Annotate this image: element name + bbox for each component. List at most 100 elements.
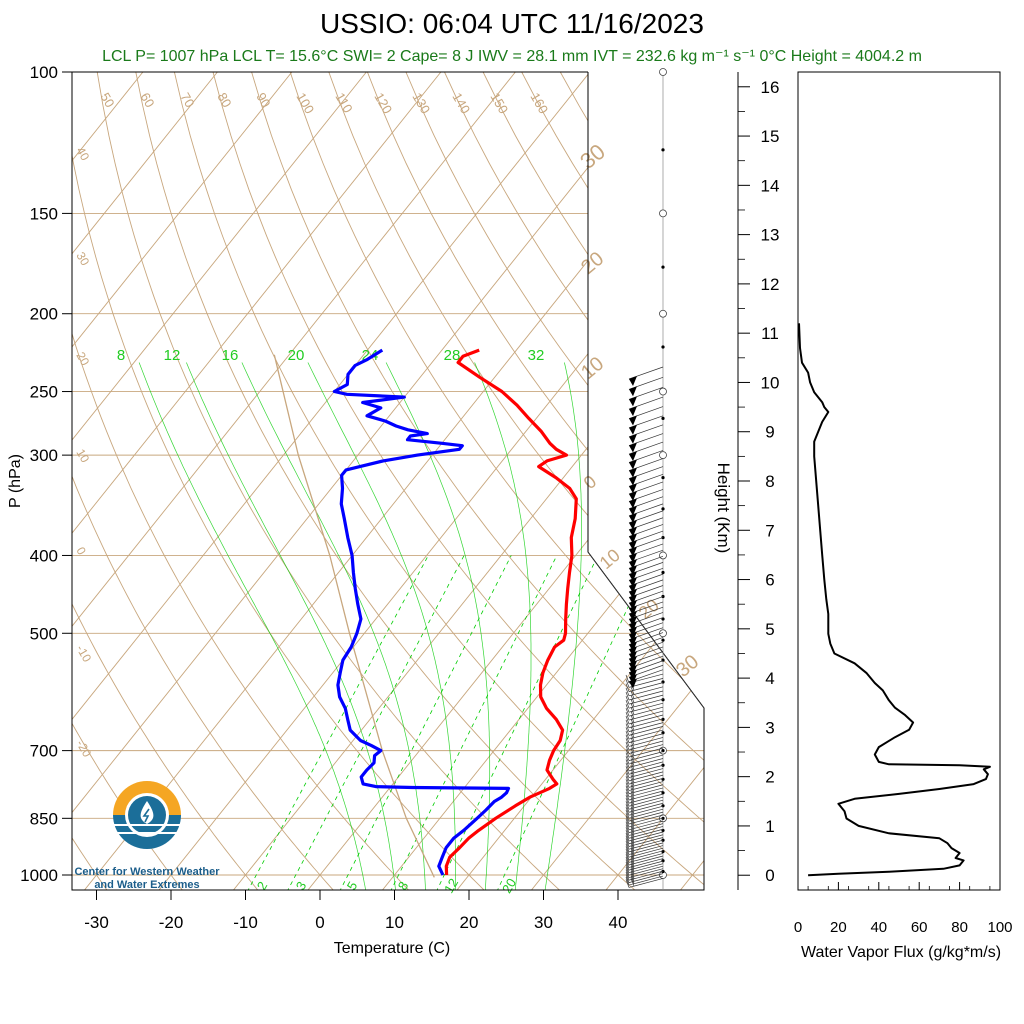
wind-barb-flag: [629, 540, 637, 551]
wind-barb: [628, 694, 664, 705]
isotherm-label: 130: [409, 90, 433, 116]
moist-adiabat: [544, 362, 582, 890]
wind-barb: [628, 796, 664, 807]
wind-barb-feather: [625, 734, 630, 743]
wind-barb-flag: [629, 498, 637, 509]
wind-barb-feather: [625, 759, 630, 768]
wind-barb: [628, 799, 664, 810]
wind-barb: [628, 847, 664, 858]
dry-adiabat: [72, 72, 487, 890]
wind-level-dot: [661, 816, 665, 820]
wind-barb-feather: [625, 674, 630, 684]
wind-barb: [628, 761, 664, 772]
wind-barb: [628, 698, 664, 709]
wind-barb-flag: [629, 616, 637, 627]
wind-barb: [628, 702, 664, 713]
wind-barb-feather: [625, 830, 630, 839]
wind-barb: [628, 811, 664, 822]
flux-frame: [797, 71, 1001, 891]
wind-barbs: [625, 68, 667, 890]
wind-barb-feather: [625, 691, 630, 701]
wind-barb-feather: [625, 798, 630, 807]
wind-barb: [628, 768, 664, 778]
wind-level-dot: [661, 749, 665, 753]
height-tick-label: 1: [765, 817, 774, 836]
dry-adiabat: [251, 72, 704, 890]
wind-level-circle: [659, 629, 667, 638]
mixing-ratio-label: 5: [344, 879, 361, 893]
x-tick-label: 10: [385, 913, 404, 932]
wind-barb: [628, 820, 664, 831]
wind-barb: [628, 842, 664, 853]
isotherm-label: 30: [672, 651, 703, 682]
cw3e-logo: [113, 781, 181, 849]
isotherm-label: 40: [73, 145, 92, 164]
height-tick-label: 6: [765, 571, 774, 590]
wind-barb-flag: [629, 600, 637, 611]
wind-barb-feather: [630, 831, 635, 840]
wind-level-dot: [661, 148, 665, 152]
dry-adiabat: [72, 72, 260, 890]
wind-barb: [628, 714, 664, 725]
wind-barb-feather: [625, 874, 630, 883]
wind-barb-feather: [630, 834, 635, 843]
mixing-ratio-label: 12: [441, 876, 461, 896]
wind-barb-feather: [630, 809, 635, 817]
wind-barb: [628, 868, 664, 879]
height-axis-label: Height (Km): [714, 463, 733, 554]
wind-barb-feather: [625, 827, 630, 836]
wind-barb-feather: [630, 850, 635, 859]
height-tick-label: 16: [761, 78, 780, 97]
wind-barb-feather: [625, 869, 630, 878]
wind-barb-feather: [625, 843, 630, 852]
wind-barb-feather: [630, 871, 635, 879]
wind-barb-feather: [625, 772, 630, 781]
isotherm-label: 10: [73, 447, 92, 466]
wind-barb-feather: [625, 776, 630, 785]
wind-level-dot: [661, 698, 665, 702]
flux-x-tick-label: 80: [951, 919, 968, 936]
wind-barb-feather: [625, 801, 630, 810]
wind-barb: [628, 678, 664, 688]
wind-barb-flag: [629, 375, 637, 386]
wind-barb-flag: [629, 459, 637, 470]
dewpoint-profile-line: [332, 348, 511, 876]
wind-barb: [628, 787, 664, 798]
isotherm-label: 150: [487, 90, 511, 116]
wind-level-dot: [661, 570, 665, 575]
wind-barb: [628, 839, 664, 850]
isotherm: [72, 72, 442, 890]
wind-barb-feather: [625, 807, 630, 816]
flux-x-tick-label: 20: [830, 919, 847, 936]
x-tick-label: 0: [315, 913, 324, 932]
wind-barb-flag: [629, 483, 637, 494]
isotherm-label: 70: [177, 90, 197, 110]
wind-barb-feather: [625, 864, 630, 873]
wind-barb-feather: [630, 800, 635, 808]
flux-x-tick-label: 40: [870, 919, 887, 936]
wind-barb-feather: [625, 785, 630, 794]
height-tick-label: 4: [765, 669, 774, 688]
wind-level-dot: [661, 638, 665, 642]
wind-barb: [628, 853, 664, 863]
wind-barb: [628, 740, 664, 751]
wind-barb-feather: [625, 683, 630, 692]
isotherm-label: 50: [97, 90, 117, 110]
wind-barb-feather: [630, 793, 635, 802]
wind-barb-feather: [625, 704, 630, 713]
wind-barb-feather: [630, 853, 635, 862]
wind-barb: [628, 823, 664, 833]
wind-barb-feather: [630, 811, 635, 820]
wind-barb-feather: [630, 771, 635, 780]
dry-adiabat: [173, 72, 704, 890]
wind-barb-feather: [630, 826, 635, 835]
height-tick-label: 15: [761, 127, 780, 146]
wind-level-dot: [661, 859, 665, 863]
logo-text-line1: Center for Western Weather: [74, 866, 220, 878]
wind-barb-feather: [625, 854, 630, 863]
dry-adiabat: [72, 72, 336, 890]
moist-adiabat: [186, 362, 397, 890]
dry-adiabat: [328, 72, 704, 890]
y-tick-label: 200: [30, 305, 58, 324]
height-tick-label: 7: [765, 521, 774, 540]
